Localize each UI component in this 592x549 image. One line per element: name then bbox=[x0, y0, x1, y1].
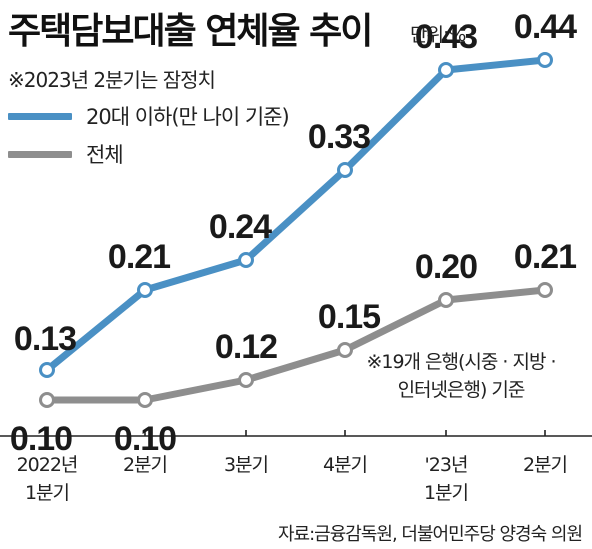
data-label-youth: 0.33 bbox=[308, 118, 370, 156]
unit-label: 단위:% bbox=[410, 24, 466, 46]
legend-swatch-youth bbox=[8, 112, 72, 120]
x-axis-tick-label: '23년 bbox=[425, 454, 468, 476]
data-label-total: 0.10 bbox=[10, 420, 72, 458]
data-point-youth bbox=[337, 162, 353, 178]
data-label-total: 0.12 bbox=[215, 328, 277, 366]
series-line-total bbox=[43, 286, 549, 404]
data-label-youth: 0.13 bbox=[14, 320, 76, 358]
data-label-total: 0.10 bbox=[114, 420, 176, 458]
data-point-total bbox=[537, 282, 553, 298]
x-axis-tick-label: 3분기 bbox=[224, 454, 268, 476]
data-label-youth: 0.44 bbox=[514, 8, 577, 46]
data-point-youth bbox=[39, 362, 55, 378]
data-label-youth: 0.21 bbox=[108, 238, 170, 276]
data-label-youth: 0.24 bbox=[209, 208, 272, 246]
data-label-total: 0.21 bbox=[514, 238, 576, 276]
series-line-youth bbox=[43, 56, 549, 374]
x-axis-tick-label: 1분기 bbox=[25, 482, 69, 504]
data-label-total: 0.15 bbox=[318, 298, 380, 336]
data-point-youth bbox=[238, 252, 254, 268]
data-point-total bbox=[337, 342, 353, 358]
page-title: 주택담보대출 연체율 추이 bbox=[8, 11, 373, 52]
x-axis-tick-label: 1분기 bbox=[424, 482, 468, 504]
data-label-total: 0.20 bbox=[415, 248, 477, 286]
x-axis-tick-label: 2분기 bbox=[123, 454, 167, 476]
legend-swatch-total bbox=[8, 150, 72, 158]
data-point-youth bbox=[438, 62, 454, 78]
x-axis-tick-label: 2022년 bbox=[17, 454, 78, 476]
data-point-total bbox=[137, 392, 153, 408]
data-point-total bbox=[39, 392, 55, 408]
provisional-note: ※2023년 2분기는 잠정치 bbox=[8, 68, 216, 92]
data-point-total bbox=[438, 292, 454, 308]
legend-item-youth: 20대 이하(만 나이 기준) bbox=[8, 103, 290, 129]
legend-label-youth: 20대 이하(만 나이 기준) bbox=[86, 105, 290, 129]
legend-label-total: 전체 bbox=[86, 143, 124, 167]
bank-note-line1: ※19개 은행(시중 · 지방 · bbox=[366, 351, 556, 373]
legend-item-total: 전체 bbox=[8, 141, 124, 167]
data-label-youth: 0.43 bbox=[415, 18, 477, 56]
data-point-youth bbox=[537, 52, 553, 68]
x-axis-tick-label: 4분기 bbox=[323, 454, 367, 476]
x-axis-tick-label: 2분기 bbox=[523, 454, 567, 476]
data-point-youth bbox=[137, 282, 153, 298]
bank-note-line2: 인터넷은행) 기준 bbox=[397, 379, 526, 401]
data-point-total bbox=[238, 372, 254, 388]
bank-note: ※19개 은행(시중 · 지방 · 인터넷은행) 기준 bbox=[336, 348, 586, 404]
source-label: 자료:금융감독원, 더불어민주당 양경숙 의원 bbox=[277, 524, 583, 545]
